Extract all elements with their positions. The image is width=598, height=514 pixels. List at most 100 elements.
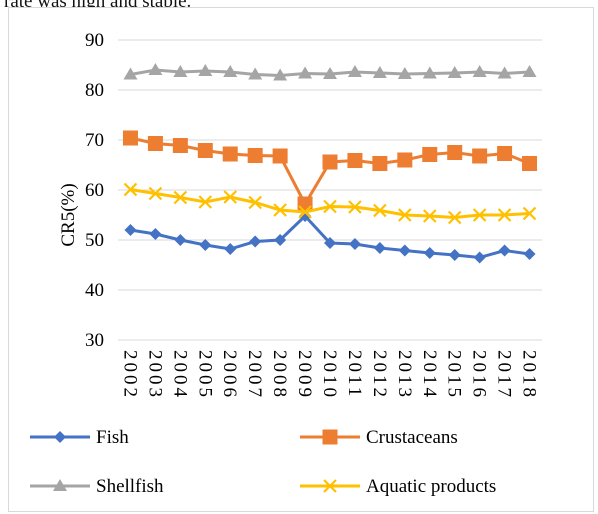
data-point-fish (498, 244, 511, 257)
data-point-aquatic-products (298, 205, 312, 219)
data-point-shellfish (148, 63, 163, 75)
x-tick-label: 2016 (469, 350, 490, 400)
data-point-aquatic-products (497, 208, 512, 222)
data-point-fish (124, 224, 137, 236)
data-point-crustaceans (272, 148, 288, 164)
data-point-shellfish (372, 66, 387, 78)
x-tick-label: 2002 (119, 350, 140, 400)
x-tick-label: 2013 (394, 350, 415, 400)
data-point-shellfish (522, 65, 537, 77)
data-point-shellfish (123, 67, 138, 80)
x-tick-label: 2005 (194, 350, 215, 400)
data-point-fish (423, 247, 436, 259)
data-point-shellfish (422, 66, 437, 79)
data-point-fish (448, 249, 461, 261)
data-point-aquatic-products (348, 200, 362, 214)
data-point-aquatic-products (248, 195, 262, 210)
data-point-fish (224, 243, 237, 255)
x-tick-label: 2008 (269, 350, 290, 400)
data-point-shellfish (397, 67, 412, 79)
x-tick-label: 2010 (319, 350, 340, 400)
legend-label: Aquatic products (366, 476, 496, 497)
data-point-aquatic-products (223, 190, 238, 204)
y-tick-label: 60 (85, 180, 104, 201)
y-tick-label: 80 (85, 80, 104, 101)
data-point-crustaceans (447, 145, 463, 160)
x-tick-label: 2006 (219, 350, 240, 400)
data-point-shellfish (173, 65, 188, 77)
data-point-crustaceans (172, 138, 188, 153)
data-point-crustaceans (397, 152, 413, 168)
data-point-crustaceans (497, 146, 513, 161)
y-tick-label: 50 (85, 230, 104, 251)
data-point-crustaceans (197, 143, 213, 158)
data-point-fish (274, 234, 287, 246)
legend: Fish Crustaceans Shellfish Aquatic products (30, 427, 496, 497)
data-point-fish (348, 238, 361, 250)
series-group (122, 63, 538, 264)
series-shellfish (123, 63, 537, 81)
series-aquatic-products (123, 182, 537, 225)
x-tick-label: 2015 (444, 350, 465, 400)
legend-marker-crustaceans (322, 429, 338, 445)
x-tick-label: 2011 (344, 350, 365, 399)
legend-item-shellfish: Shellfish (30, 476, 164, 497)
legend-label: Shellfish (96, 476, 164, 497)
data-point-fish (523, 248, 536, 260)
data-point-aquatic-products (198, 195, 213, 209)
data-point-shellfish (273, 68, 288, 81)
x-tick-label: 2017 (494, 350, 515, 400)
grid-lines (118, 39, 542, 341)
data-point-shellfish (248, 67, 263, 80)
data-point-crustaceans (147, 136, 163, 151)
x-tick-label: 2009 (294, 350, 315, 400)
series-line-aquatic-products (130, 188, 530, 220)
y-axis-label: CR5(%) (58, 183, 79, 246)
x-tick-label: 2014 (419, 350, 440, 400)
legend-marker-fish (54, 431, 66, 443)
data-point-fish (174, 234, 187, 246)
data-point-shellfish (497, 66, 512, 79)
y-tick-label: 30 (85, 330, 104, 351)
y-tick-label: 90 (85, 30, 104, 51)
data-point-aquatic-products (422, 209, 437, 223)
series-line-crustaceans (130, 136, 531, 208)
data-point-aquatic-products (123, 182, 138, 197)
legend-item-aquatic-products: Aquatic products (300, 476, 496, 497)
x-tick-labels: 2002 2003 2004 2005 2006 2007 2008 2009 2010 2011… (119, 350, 539, 400)
data-point-crustaceans (472, 148, 488, 164)
data-point-aquatic-products (148, 186, 163, 201)
data-point-aquatic-products (323, 199, 337, 214)
data-point-crustaceans (422, 147, 438, 162)
x-tick-label: 2018 (519, 350, 540, 400)
x-tick-label: 2012 (369, 350, 390, 400)
y-tick-labels: 30 40 50 60 70 80 90 (85, 30, 104, 351)
legend-item-fish: Fish (30, 427, 129, 448)
legend-label: Crustaceans (366, 427, 458, 448)
data-point-crustaceans (322, 154, 338, 170)
data-point-fish (398, 244, 411, 257)
data-point-shellfish (323, 67, 337, 79)
series-line-fish (130, 213, 530, 260)
data-point-crustaceans (372, 156, 388, 171)
data-point-crustaceans (222, 146, 238, 162)
data-point-aquatic-products (522, 206, 537, 221)
legend-label: Fish (96, 427, 129, 448)
data-point-aquatic-products (472, 208, 487, 222)
data-point-fish (324, 237, 336, 249)
data-point-fish (149, 228, 162, 240)
y-tick-label: 70 (85, 130, 104, 151)
data-point-shellfish (198, 64, 213, 76)
data-point-fish (373, 242, 386, 254)
data-point-aquatic-products (373, 203, 387, 218)
data-point-crustaceans (247, 148, 263, 163)
x-tick-label: 2003 (144, 350, 165, 400)
data-point-shellfish (223, 65, 238, 77)
y-tick-label: 40 (85, 280, 104, 301)
series-fish (124, 210, 536, 264)
data-point-shellfish (447, 66, 462, 78)
legend-item-crustaceans: Crustaceans (300, 427, 458, 448)
data-point-crustaceans (297, 196, 313, 212)
data-point-fish (249, 235, 262, 248)
